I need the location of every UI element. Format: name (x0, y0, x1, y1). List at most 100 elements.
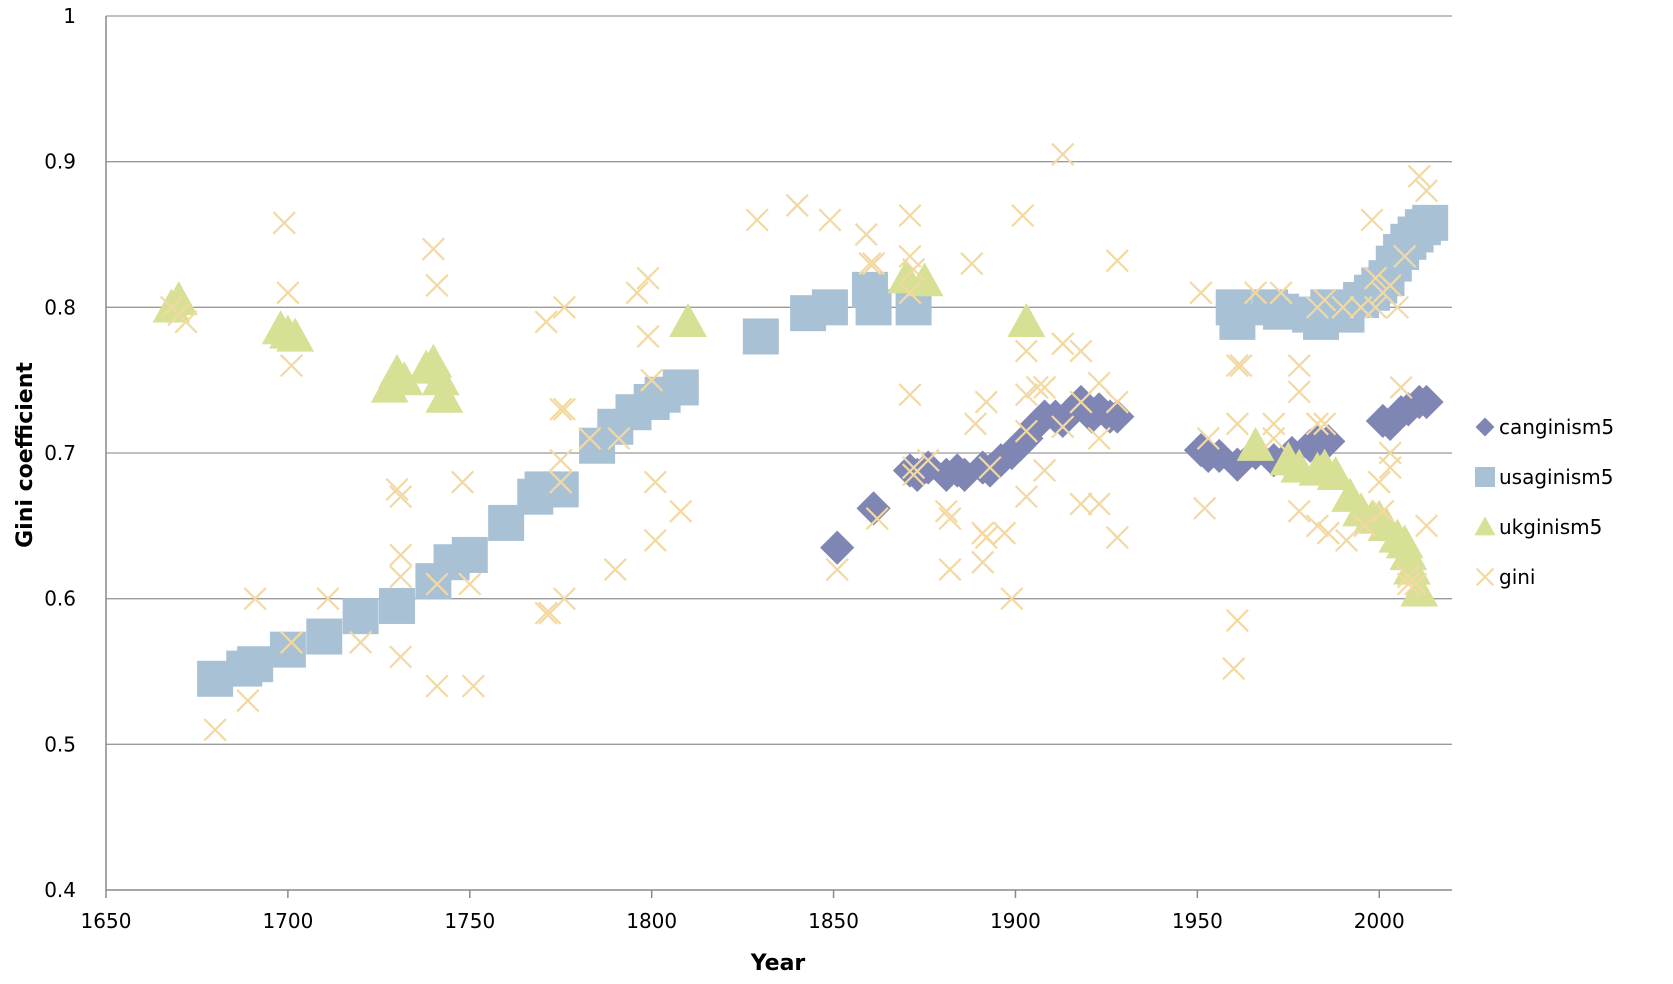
x-tick-label: 1850 (808, 909, 859, 933)
point-gini (1105, 390, 1129, 414)
point-ukginism5 (1393, 550, 1431, 585)
point-gini (898, 281, 922, 305)
point-usaginism5 (306, 618, 343, 655)
data-marks (152, 142, 1449, 742)
point-canginism5 (856, 491, 891, 526)
point-gini (1189, 281, 1213, 305)
point-gini (1069, 492, 1093, 516)
point-gini (1287, 380, 1311, 404)
point-gini (934, 499, 958, 523)
y-tick-label: 0.6 (44, 587, 76, 611)
point-gini (992, 521, 1017, 545)
point-ukginism5 (276, 317, 315, 352)
legend-marker-gini (1475, 567, 1495, 587)
point-gini (1000, 587, 1024, 611)
point-gini (1269, 281, 1293, 305)
point-ukginism5 (669, 303, 707, 338)
point-gini (938, 506, 962, 531)
point-canginism5 (1373, 406, 1408, 441)
point-gini (1225, 608, 1249, 633)
point-gini (549, 448, 573, 472)
point-gini (1389, 375, 1413, 400)
point-gini (636, 324, 660, 349)
legend-marker-usaginism5 (1475, 467, 1495, 487)
point-gini (578, 426, 602, 451)
point-gini (1316, 521, 1340, 545)
legend-item-canginism5: canginism5 (1475, 415, 1614, 439)
point-gini (1051, 332, 1075, 356)
point-canginism5 (1100, 399, 1135, 434)
point-gini (1011, 203, 1035, 228)
point-gini (1364, 295, 1388, 319)
point-canginism5 (972, 453, 1008, 488)
point-gini (643, 528, 667, 552)
y-tick-label: 0.8 (44, 295, 76, 319)
y-tick-label: 0.9 (44, 150, 76, 174)
point-usaginism5 (342, 598, 379, 635)
point-gini (1414, 179, 1439, 203)
point-gini (203, 718, 227, 742)
point-gini (1305, 412, 1329, 436)
point-gini (636, 266, 660, 290)
point-gini (974, 390, 998, 414)
point-gini (1364, 266, 1388, 290)
point-gini (1407, 164, 1431, 188)
point-gini (1193, 496, 1217, 520)
point-gini (607, 426, 631, 451)
point-gini (421, 237, 445, 261)
point-gini (1051, 415, 1075, 439)
point-gini (1313, 288, 1337, 312)
point-usaginism5 (451, 536, 488, 573)
point-gini (1353, 514, 1377, 538)
axis-layer (105, 16, 1452, 898)
x-tick-label: 2000 (1354, 909, 1405, 933)
point-ukginism5 (385, 361, 424, 396)
point-gini (425, 572, 449, 596)
point-usaginism5 (742, 318, 779, 355)
x-axis-title: Year (750, 951, 806, 976)
point-gini (1305, 514, 1329, 538)
point-gini (1414, 514, 1439, 538)
point-gini (1378, 455, 1402, 480)
point-gini (1404, 572, 1428, 596)
point-gini (389, 565, 413, 589)
point-gini (902, 257, 926, 282)
x-tick-label: 1750 (444, 909, 495, 933)
point-ukginism5 (159, 281, 198, 316)
point-gini (854, 222, 878, 247)
point-gini (603, 557, 627, 582)
point-gini (1334, 528, 1359, 552)
point-gini (1222, 657, 1246, 681)
point-gini (425, 273, 449, 298)
grid-layer (106, 15, 1452, 745)
point-gini (1229, 354, 1253, 378)
y-tick-label: 0.5 (44, 732, 76, 756)
point-usaginism5 (1219, 303, 1256, 340)
point-gini (1378, 273, 1402, 298)
x-tick-label: 1650 (81, 909, 132, 933)
point-gini (1087, 426, 1111, 451)
point-usaginism5 (811, 289, 848, 326)
point-gini (389, 485, 413, 509)
legend-label: usaginism5 (1499, 465, 1613, 489)
point-usaginism5 (855, 289, 892, 326)
point-gini (818, 208, 842, 232)
point-gini (1087, 371, 1111, 395)
point-gini (785, 193, 809, 217)
point-gini (1331, 295, 1355, 319)
point-gini (1051, 142, 1075, 166)
legend: canginism5 usaginism5 ukginism5 gini (1474, 415, 1614, 589)
point-usaginism5 (269, 631, 306, 668)
point-gini (916, 448, 940, 472)
point-gini (534, 601, 558, 625)
point-canginism5 (1391, 392, 1426, 427)
point-gini (643, 470, 667, 494)
point-gini (1196, 426, 1220, 451)
point-gini (858, 252, 882, 276)
point-ukginism5 (1007, 303, 1046, 338)
point-gini (552, 295, 576, 319)
point-gini (960, 252, 984, 276)
x-tick-label: 1800 (626, 909, 677, 933)
point-gini (898, 244, 922, 268)
